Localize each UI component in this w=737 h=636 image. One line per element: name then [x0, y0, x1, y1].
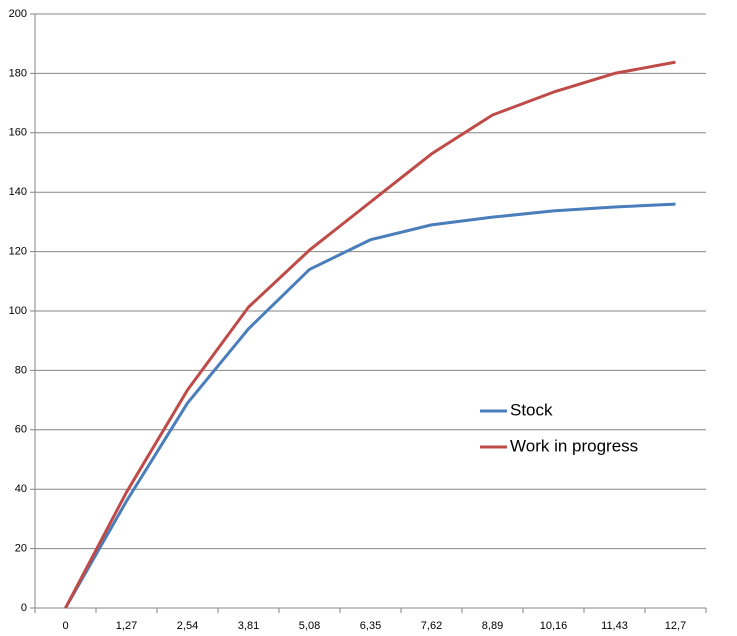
x-tick-label: 5,08: [299, 620, 320, 632]
y-tick-label: 60: [15, 424, 27, 436]
y-tick-label: 0: [21, 602, 27, 614]
x-tick-label: 1,27: [116, 620, 137, 632]
x-tick-label: 10,16: [540, 620, 568, 632]
y-tick-label: 80: [15, 364, 27, 376]
legend-text: Stock: [510, 400, 553, 419]
x-tick-label: 11,43: [601, 620, 628, 632]
y-tick-label: 120: [9, 246, 27, 258]
x-tick-label: 2,54: [177, 620, 198, 632]
y-tick-label: 200: [9, 8, 27, 20]
x-tick-label: 7,62: [421, 620, 442, 632]
x-tick-label: 8,89: [482, 620, 503, 632]
x-tick-label: 6,35: [360, 620, 381, 632]
x-tick-label: 3,81: [238, 620, 259, 632]
y-tick-label: 140: [9, 186, 27, 198]
y-tick-label: 20: [15, 543, 27, 555]
y-tick-label: 40: [15, 483, 27, 495]
series-line: [64, 60, 676, 609]
series-line: [64, 202, 676, 609]
y-tick-label: 160: [9, 127, 27, 139]
legend-text: Work in progress: [510, 436, 638, 455]
x-tick-label: 0: [62, 620, 68, 632]
y-tick-label: 180: [9, 67, 27, 79]
x-tick-label: 12,7: [665, 620, 686, 632]
y-tick-label: 100: [9, 305, 27, 317]
